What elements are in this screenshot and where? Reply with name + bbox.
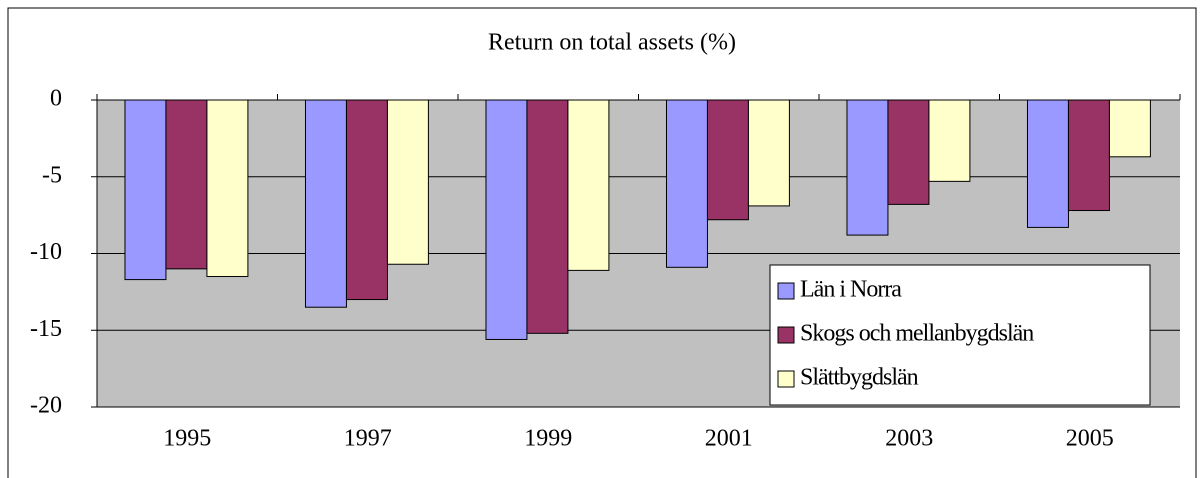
bar xyxy=(1108,99,1151,158)
bar xyxy=(1026,99,1069,228)
x-tick-label: 1995 xyxy=(163,426,211,452)
chart-title: Return on total assets (%) xyxy=(488,30,736,56)
bar xyxy=(846,99,889,236)
legend-swatch xyxy=(777,282,795,300)
chart-border xyxy=(7,7,1197,478)
y-tick-label: -15 xyxy=(30,316,62,342)
bar xyxy=(747,99,790,207)
y-tick-label: -5 xyxy=(42,162,62,188)
legend-box xyxy=(769,264,1151,406)
x-tick-label: 2003 xyxy=(885,426,933,452)
x-tick-label: 2005 xyxy=(1066,426,1114,452)
legend-label: Slättbygdslän xyxy=(800,365,919,391)
legend-swatch xyxy=(777,326,795,344)
x-tick-label: 2001 xyxy=(705,426,753,452)
bar xyxy=(206,99,249,278)
bar xyxy=(124,99,167,281)
legend-label: Län i Norra xyxy=(800,277,902,303)
bar xyxy=(345,99,388,301)
y-tick-label: 0 xyxy=(50,86,62,112)
y-tick-label: -20 xyxy=(30,393,62,419)
bar xyxy=(526,99,569,334)
bar xyxy=(1067,99,1110,212)
legend-swatch xyxy=(777,370,795,388)
legend-label: Skogs och mellanbygdslän xyxy=(800,321,1034,347)
bar xyxy=(386,99,429,265)
bar xyxy=(165,99,208,270)
bar xyxy=(665,99,708,268)
bar xyxy=(706,99,749,221)
x-tick-label: 1999 xyxy=(524,426,572,452)
y-tick-label: -10 xyxy=(30,239,62,265)
bar xyxy=(567,99,610,271)
bar xyxy=(928,99,971,182)
bar xyxy=(887,99,930,205)
x-tick-label: 1997 xyxy=(344,426,392,452)
bar xyxy=(304,99,347,308)
bar xyxy=(485,99,528,340)
